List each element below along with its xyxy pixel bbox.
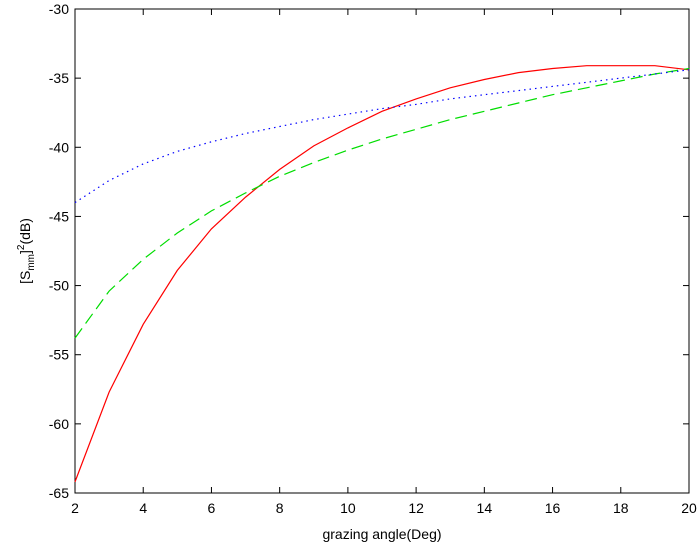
y-tick-label: -45 <box>49 208 69 224</box>
series-layer <box>74 65 690 483</box>
x-tick-label: 8 <box>276 500 284 516</box>
y-axis-label-close: ] <box>17 250 33 254</box>
y-axis-label-unit: (dB) <box>17 218 33 244</box>
x-tick-label: 16 <box>545 500 561 516</box>
x-axis-label: grazing angle(Deg) <box>322 526 441 542</box>
y-axis-label-base: [S <box>17 271 33 284</box>
x-tick-label: 14 <box>477 500 493 516</box>
y-axis-label-subscript: mm <box>26 254 37 271</box>
x-tick-label: 18 <box>613 500 629 516</box>
x-tick-label: 4 <box>139 500 147 516</box>
y-tick-label: -30 <box>49 1 69 17</box>
plot-area <box>74 8 690 494</box>
y-tick-label: -40 <box>49 139 69 155</box>
x-tick-label: 10 <box>340 500 356 516</box>
series-line-dashed <box>74 67 690 339</box>
y-axis-label: [Smm]2(dB) <box>16 218 37 284</box>
y-tick-label: -50 <box>49 278 69 294</box>
y-axis-ticks: -30 -35 -40 -45 -50 -55 -60 -65 <box>49 1 689 501</box>
axes-frame <box>74 8 690 494</box>
x-axis-ticks: 2 4 6 8 10 12 14 16 18 20 <box>71 9 697 516</box>
y-tick-label: -65 <box>49 485 69 501</box>
y-axis-label-superscript: 2 <box>16 244 27 250</box>
y-tick-label: -55 <box>49 347 69 363</box>
y-tick-label: -60 <box>49 416 69 432</box>
svg-text:[Smm]2(dB): [Smm]2(dB) <box>16 218 37 284</box>
series-line-solid <box>74 65 690 483</box>
x-tick-label: 6 <box>208 500 216 516</box>
x-tick-label: 12 <box>408 500 424 516</box>
y-tick-label: -35 <box>49 70 69 86</box>
x-tick-label: 2 <box>71 500 79 516</box>
x-tick-label: 20 <box>681 500 697 516</box>
